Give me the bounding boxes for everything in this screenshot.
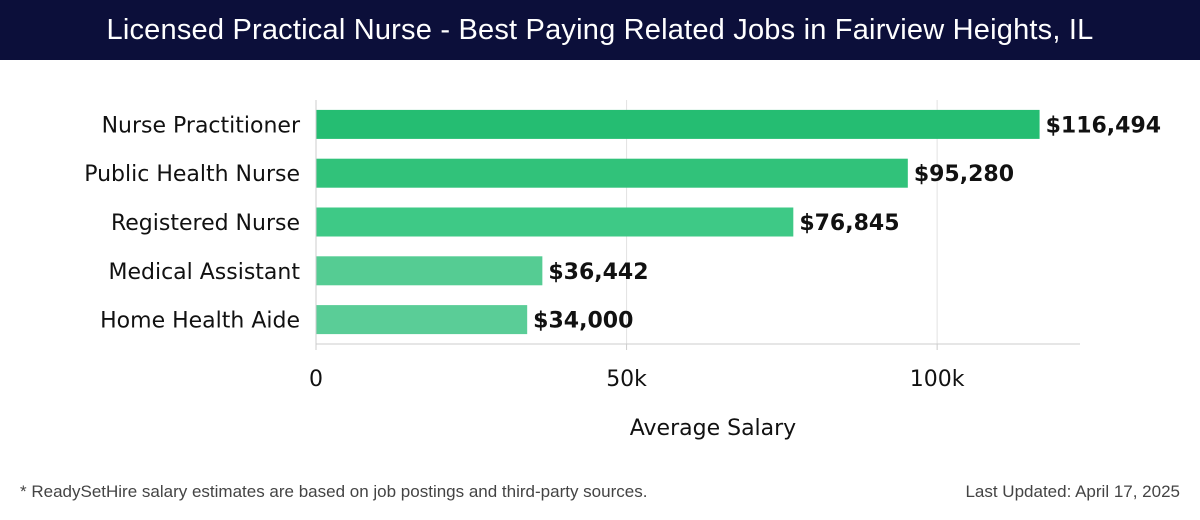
data-label: $36,442 xyxy=(548,260,648,285)
x-tick-label: 0 xyxy=(309,367,323,392)
category-label: Home Health Aide xyxy=(100,309,300,334)
x-tick-label: 50k xyxy=(606,367,647,392)
chart-title: Licensed Practical Nurse - Best Paying R… xyxy=(106,13,1094,46)
category-label: Nurse Practitioner xyxy=(102,113,301,138)
x-tick-label: 100k xyxy=(910,367,965,392)
axes: 0 50k 100k Average Salary xyxy=(309,100,1080,441)
bars xyxy=(316,109,1040,335)
last-updated: Last Updated: April 17, 2025 xyxy=(965,482,1180,501)
bar xyxy=(316,305,528,335)
chart-title-bar: Licensed Practical Nurse - Best Paying R… xyxy=(0,0,1200,60)
data-label: $34,000 xyxy=(533,309,633,334)
bar-chart: Nurse Practitioner $116,494 Public Health … xyxy=(84,100,1161,441)
x-axis-title: Average Salary xyxy=(630,416,796,441)
category-label: Public Health Nurse xyxy=(84,162,300,187)
data-label: $95,280 xyxy=(914,162,1014,187)
labels: Nurse Practitioner $116,494 Public Health … xyxy=(84,113,1161,333)
category-label: Registered Nurse xyxy=(111,211,300,236)
bar xyxy=(316,207,794,237)
category-label: Medical Assistant xyxy=(108,260,300,285)
bar xyxy=(316,158,908,188)
bar xyxy=(316,256,543,286)
data-label: $76,845 xyxy=(799,211,899,236)
bar xyxy=(316,109,1040,139)
footer-note: * ReadySetHire salary estimates are base… xyxy=(20,482,648,501)
data-label: $116,494 xyxy=(1046,113,1162,138)
